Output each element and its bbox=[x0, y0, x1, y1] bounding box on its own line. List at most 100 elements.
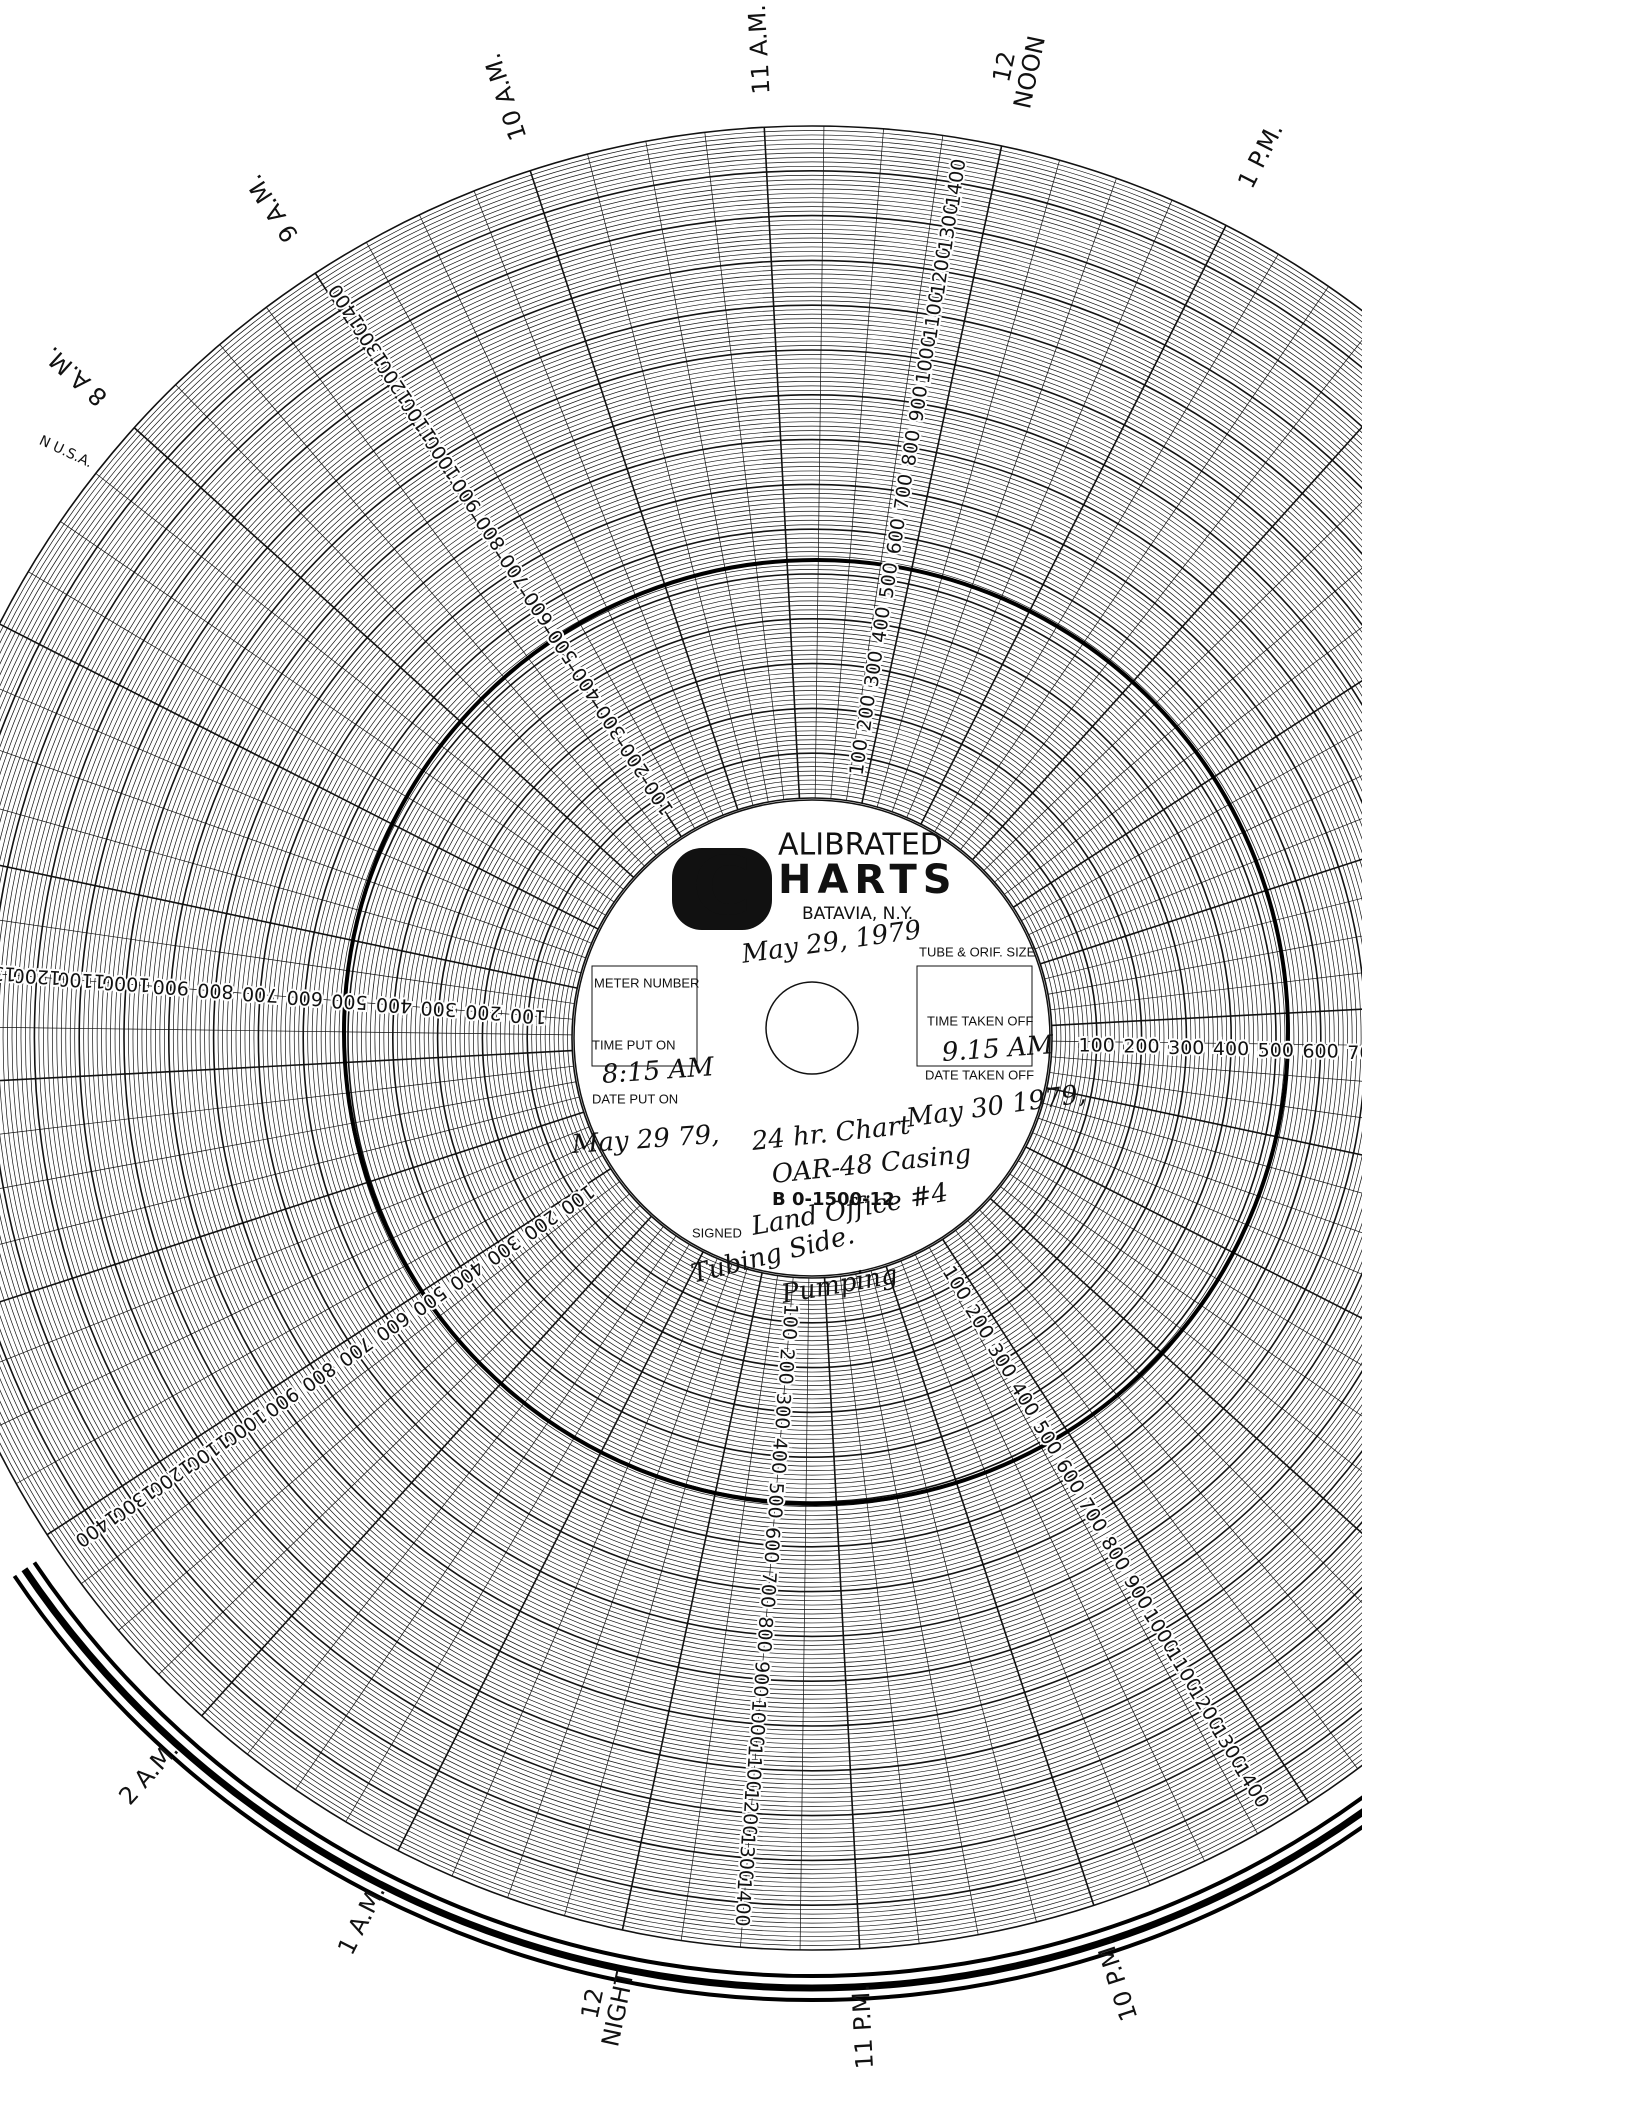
time-label: 11 P.M. bbox=[847, 1984, 879, 2070]
grid-circle bbox=[370, 596, 1254, 1480]
grid-circle bbox=[473, 699, 1151, 1377]
grid-circle bbox=[25, 251, 1362, 1825]
grid-radial bbox=[0, 1096, 580, 1245]
grid-radial bbox=[823, 1277, 861, 1949]
grid-radial bbox=[95, 473, 624, 890]
grid-radial bbox=[0, 688, 592, 944]
grid-circle bbox=[562, 788, 1062, 1288]
grid-circle bbox=[235, 461, 1362, 1615]
grid-radial bbox=[1040, 858, 1362, 965]
grid-circle bbox=[0, 157, 1362, 1919]
grid-radial bbox=[839, 1276, 920, 1944]
grid-circle bbox=[432, 658, 1192, 1418]
field-label: METER NUMBER bbox=[594, 975, 699, 990]
grid-circle bbox=[2, 228, 1362, 1848]
grid-circle bbox=[114, 340, 1362, 1736]
grid-circle bbox=[0, 193, 1362, 1883]
grid-radial bbox=[861, 145, 1003, 804]
grid-circle bbox=[65, 291, 1362, 1785]
location: BATAVIA, N.Y. bbox=[802, 904, 913, 924]
grid-circle bbox=[436, 662, 1188, 1414]
field-label: DATE PUT ON bbox=[592, 1091, 678, 1106]
grid-radial bbox=[979, 1209, 1362, 1604]
scale-label: 600 bbox=[760, 1527, 784, 1564]
grid-circle bbox=[105, 331, 1362, 1745]
grid-circle bbox=[459, 685, 1165, 1391]
grid-circle bbox=[504, 730, 1120, 1346]
time-label: 12 bbox=[987, 49, 1021, 85]
grid-radial bbox=[876, 160, 1060, 808]
grid-radial bbox=[587, 153, 754, 806]
grid-radial bbox=[947, 286, 1329, 841]
grid-circle bbox=[553, 779, 1071, 1297]
grid-circle bbox=[164, 390, 1362, 1686]
grid-circle bbox=[499, 725, 1125, 1351]
grid-radial bbox=[397, 1251, 704, 1851]
grid-circle bbox=[47, 273, 1362, 1803]
grid-circle bbox=[119, 345, 1362, 1731]
grid-radial bbox=[900, 1260, 1151, 1886]
grid-radial bbox=[1051, 1008, 1362, 1027]
center-hole bbox=[765, 981, 859, 1075]
grid-radial bbox=[1018, 1160, 1362, 1366]
grid-circle bbox=[177, 403, 1362, 1673]
grid-circle bbox=[356, 582, 1268, 1494]
grid-circle bbox=[311, 537, 1313, 1539]
grid-radial bbox=[846, 135, 944, 801]
scale-label: 300 bbox=[1168, 1037, 1204, 1059]
grid-circle bbox=[517, 743, 1107, 1333]
grid-circle bbox=[284, 510, 1340, 1566]
grid-radial bbox=[920, 225, 1227, 825]
scale-label: 1100 bbox=[741, 1744, 766, 1793]
grid-radial bbox=[1000, 1186, 1362, 1473]
grid-circle bbox=[155, 381, 1362, 1695]
grid-circle bbox=[168, 394, 1362, 1682]
grid-radial bbox=[1050, 972, 1362, 1011]
grid-radial bbox=[175, 384, 645, 867]
grid-circle bbox=[441, 667, 1183, 1409]
grid-radial bbox=[1047, 935, 1362, 995]
scale-label: 400 bbox=[1213, 1038, 1249, 1060]
grid-circle bbox=[33, 259, 1362, 1817]
grid-circle bbox=[0, 139, 1362, 1937]
grid-circle bbox=[0, 188, 1362, 1888]
grid-radial bbox=[0, 808, 582, 974]
grid-circle bbox=[0, 130, 1362, 1946]
grid-circle bbox=[531, 757, 1093, 1319]
grid-circle bbox=[571, 797, 1053, 1279]
grid-radial bbox=[971, 425, 1362, 861]
grid-circle bbox=[61, 287, 1362, 1789]
grid-radial bbox=[1009, 1173, 1362, 1417]
grid-radial bbox=[60, 521, 615, 903]
grid-radial bbox=[564, 1268, 748, 1916]
scale-label: 800 bbox=[197, 979, 234, 1003]
grid-circle bbox=[0, 152, 1362, 1924]
grid-circle bbox=[0, 134, 1362, 1942]
grid-radial bbox=[994, 567, 1362, 883]
grid-circle bbox=[208, 434, 1362, 1642]
grid-circle bbox=[0, 219, 1362, 1857]
grid-radial bbox=[133, 427, 635, 879]
scale-label: 200 bbox=[465, 1000, 502, 1024]
scale-label: 200 bbox=[774, 1348, 798, 1385]
grid-radial bbox=[16, 1154, 603, 1484]
grid-circle bbox=[275, 501, 1349, 1575]
grid-circle bbox=[217, 443, 1362, 1633]
grid-circle bbox=[329, 555, 1295, 1521]
grid-circle bbox=[38, 264, 1362, 1812]
scale-label: 500 bbox=[331, 989, 368, 1013]
grid-radial bbox=[799, 1277, 810, 1950]
grid-circle bbox=[253, 479, 1362, 1597]
scale-label: 1000 bbox=[745, 1699, 770, 1748]
grid-radial bbox=[0, 864, 578, 989]
grid-radial bbox=[266, 307, 669, 846]
grid-circle bbox=[325, 551, 1299, 1525]
grid-circle bbox=[0, 179, 1362, 1897]
grid-radial bbox=[219, 344, 657, 856]
grid-radial bbox=[1051, 1056, 1362, 1082]
grid-circle bbox=[405, 631, 1219, 1445]
grid-circle bbox=[468, 694, 1156, 1382]
grid-circle bbox=[0, 184, 1362, 1892]
grid-radial bbox=[247, 1226, 664, 1755]
grid-circle bbox=[244, 470, 1362, 1606]
